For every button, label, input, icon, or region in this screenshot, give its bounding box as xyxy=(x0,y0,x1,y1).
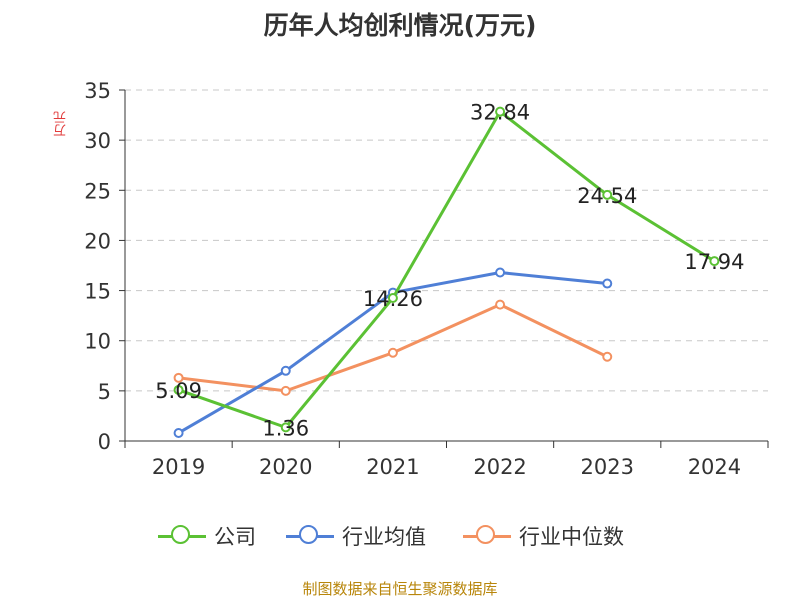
data-point-0 xyxy=(602,189,613,200)
data-point-2 xyxy=(495,299,506,310)
x-tick-label: 2024 xyxy=(688,455,741,479)
x-tick-label: 2023 xyxy=(581,455,634,479)
legend-item-industry-mean[interactable]: 行业均值 xyxy=(286,520,426,552)
data-point-0 xyxy=(387,292,398,303)
x-tick-label: 2020 xyxy=(259,455,312,479)
data-point-1 xyxy=(280,365,291,376)
data-point-2 xyxy=(173,372,184,383)
legend-swatch-industry-median xyxy=(463,520,511,552)
series-line-0 xyxy=(178,110,716,429)
legend-swatch-company xyxy=(158,520,206,552)
legend-label-industry-mean: 行业均值 xyxy=(342,525,426,549)
data-label: 24.54 xyxy=(577,184,637,208)
legend: 公司 行业均值 行业中位数 xyxy=(0,520,800,552)
y-tick-label: 20 xyxy=(84,229,111,253)
data-label: 17.94 xyxy=(684,250,744,274)
y-tick-label: 10 xyxy=(84,330,111,354)
data-label: 5.09 xyxy=(155,379,202,403)
chart-title: 历年人均创利情况(万元) xyxy=(263,11,537,40)
data-source-note: 制图数据来自恒生聚源数据库 xyxy=(302,580,498,598)
data-label: 32.84 xyxy=(470,101,530,125)
x-tick-label: 2022 xyxy=(473,455,526,479)
legend-swatch-industry-mean xyxy=(286,520,334,552)
data-point-1 xyxy=(495,267,506,278)
data-point-0 xyxy=(173,384,184,395)
x-tick-label: 2021 xyxy=(366,455,419,479)
legend-label-company: 公司 xyxy=(214,525,256,549)
data-point-1 xyxy=(173,427,184,438)
y-tick-label: 35 xyxy=(84,79,111,103)
y-tick-label: 15 xyxy=(84,280,111,304)
legend-label-industry-median: 行业中位数 xyxy=(519,525,624,549)
data-point-2 xyxy=(280,385,291,396)
data-label: 14.26 xyxy=(363,287,423,311)
data-point-2 xyxy=(387,347,398,358)
data-label: 1.36 xyxy=(262,416,309,440)
y-tick-label: 5 xyxy=(98,380,111,404)
y-tick-label: 25 xyxy=(84,179,111,203)
data-point-1 xyxy=(602,278,613,289)
legend-item-company[interactable]: 公司 xyxy=(158,520,256,552)
legend-item-industry-median[interactable]: 行业中位数 xyxy=(463,520,624,552)
data-point-0 xyxy=(495,106,506,117)
x-tick-label: 2019 xyxy=(152,455,205,479)
data-point-0 xyxy=(280,422,291,433)
data-point-2 xyxy=(602,351,613,362)
data-point-0 xyxy=(709,256,720,267)
y-tick-label: 0 xyxy=(98,430,111,454)
series-line-2 xyxy=(178,303,608,393)
y-tick-label: 30 xyxy=(84,129,111,153)
